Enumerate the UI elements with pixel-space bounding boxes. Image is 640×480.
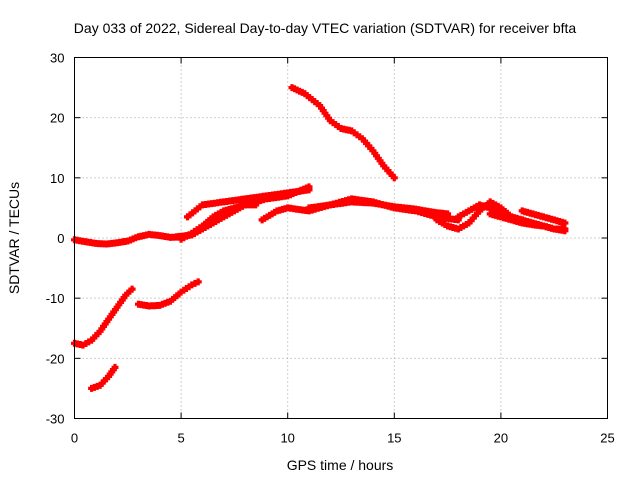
x-tick-label: 20 [494,431,508,446]
tick-labels: 0 5 10 15 20 25 -30 -20 -10 0 10 20 30 [46,51,615,446]
series-sat-f [177,201,260,243]
series-markers [518,207,569,227]
series-group [71,84,569,392]
series-markers [486,210,569,235]
x-tick-label: 0 [71,431,78,446]
series-sat-m [518,207,569,227]
series-markers [135,278,202,310]
series-sat-b [71,285,136,349]
x-tick-label: 25 [600,431,614,446]
series-sat-j [305,198,452,218]
y-tick-label: -30 [46,412,65,427]
series-sat-h [288,84,398,182]
y-tick-label: 30 [50,51,64,66]
chart-title: Day 033 of 2022, Sidereal Day-to-day VTE… [74,20,577,36]
x-axis-label: GPS time / hours [287,457,394,473]
y-tick-label: -10 [46,291,65,306]
y-axis-label: SDTVAR / TECUs [6,182,22,294]
series-markers [88,363,119,392]
series-sat-g [184,186,313,221]
y-tick-label: 0 [57,231,64,246]
series-markers [305,198,452,218]
x-tick-label: 15 [387,431,401,446]
x-tick-label: 10 [280,431,294,446]
y-tick-label: 20 [50,111,64,126]
series-sat-a [71,230,194,248]
y-tick-label: -20 [46,351,65,366]
series-sat-d [135,278,202,310]
plot-frame [74,57,608,419]
series-markers [177,201,260,243]
series-markers [71,285,136,349]
x-tick-label: 5 [177,431,184,446]
series-markers [288,84,398,182]
y-tick-label: 10 [50,171,64,186]
series-markers [71,230,194,248]
series-sat-n [486,210,569,235]
series-markers [184,186,313,221]
series-sat-c [88,363,119,392]
